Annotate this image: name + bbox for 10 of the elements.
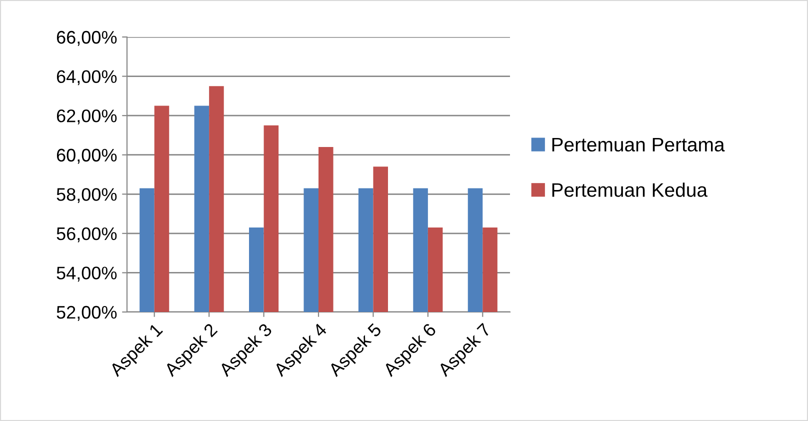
y-tick-label: 64,00% (56, 70, 117, 86)
y-tick-label: 58,00% (56, 188, 117, 203)
y-tick-label: 52,00% (56, 306, 117, 321)
y-tick-label: 60,00% (56, 148, 117, 164)
y-tick-label: 62,00% (56, 110, 117, 124)
y-tick-label: 54,00% (56, 266, 117, 282)
y-tick-label: 66,00% (56, 30, 117, 46)
legend-label: Pertemuan Kedua (552, 182, 708, 197)
y-tick-label: 56,00% (56, 227, 117, 242)
legend-label: Pertemuan Pertama (552, 138, 725, 152)
